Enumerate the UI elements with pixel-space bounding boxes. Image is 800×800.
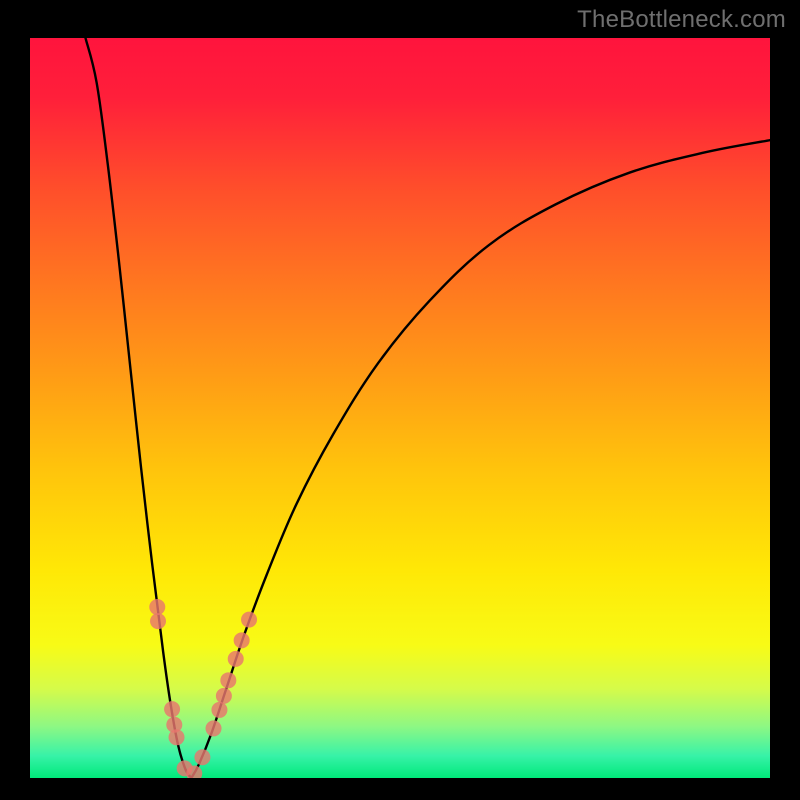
plot-area <box>30 38 770 778</box>
marker-dot <box>164 701 180 717</box>
marker-dot <box>228 651 244 667</box>
marker-dot <box>194 749 210 765</box>
marker-dot <box>216 688 232 704</box>
marker-dot <box>149 599 165 615</box>
marker-dot <box>234 632 250 648</box>
marker-dot <box>206 720 222 736</box>
left-curve <box>86 38 192 778</box>
marker-dot <box>150 613 166 629</box>
right-curve <box>191 140 770 778</box>
marker-dot <box>169 729 185 745</box>
marker-dot <box>241 612 257 628</box>
marker-dot <box>220 672 236 688</box>
watermark-text: TheBottleneck.com <box>577 6 786 34</box>
curves-layer <box>30 38 770 778</box>
chart-frame <box>0 0 800 800</box>
marker-group <box>149 599 257 778</box>
marker-dot <box>211 702 227 718</box>
